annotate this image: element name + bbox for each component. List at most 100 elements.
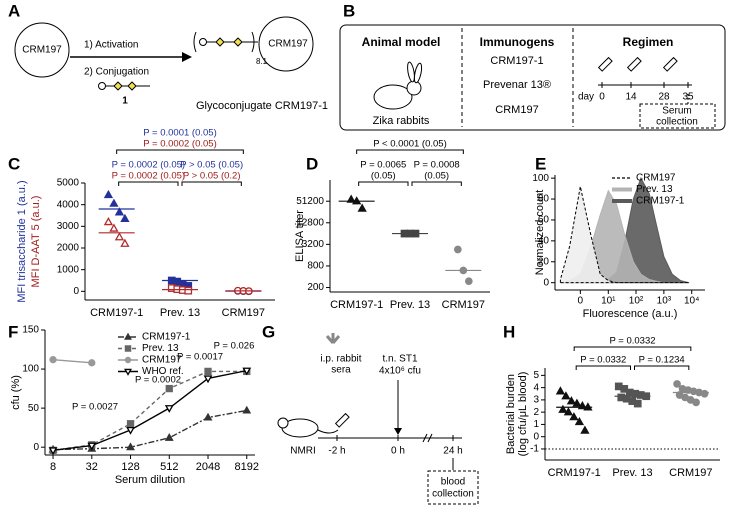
sugar — [127, 81, 137, 91]
y-axis-label: cfu (%) — [10, 375, 22, 410]
y-tick-label: 2 — [533, 407, 539, 418]
p-value: (0.05) — [424, 171, 449, 182]
series-line — [52, 358, 92, 364]
panel-label: A — [8, 1, 20, 20]
x-tick-label: 0 — [578, 296, 584, 307]
y-tick-label: 80 — [538, 194, 550, 205]
header: Animal model — [362, 35, 441, 49]
glycan-glyph — [193, 31, 258, 53]
sugar — [199, 38, 207, 46]
marker — [120, 238, 130, 247]
y-axis-label: MFI D-AAT 5 (a.u.) — [30, 196, 42, 288]
marker — [700, 389, 709, 398]
frame — [339, 24, 726, 131]
y-tick-label: 4 — [533, 382, 539, 393]
strain: NMRI — [290, 446, 316, 457]
day-label: day — [578, 92, 594, 103]
y-tick-label: 100 — [22, 364, 39, 375]
day: 35 — [682, 92, 694, 103]
x-tick-label: 10³ — [657, 296, 672, 307]
marker — [126, 426, 135, 435]
p-value: P = 0.0332 — [609, 336, 655, 347]
marker — [242, 405, 252, 414]
panel-label: H — [503, 322, 515, 341]
annotation: P = 0.026 — [214, 341, 255, 352]
caption: Glycoconjugate CRM197-1 — [196, 100, 328, 112]
series-line — [52, 370, 247, 452]
p-value: P = 0.0002 (0.05) — [143, 139, 217, 150]
y-axis-label: Bacterial burden — [505, 374, 517, 454]
marker — [453, 245, 462, 254]
marker — [124, 368, 132, 376]
y-tick-label: 0 — [33, 442, 39, 453]
y-tick-label: 4000 — [57, 199, 80, 210]
ear — [407, 61, 415, 83]
immunogen: CRM197-1 — [490, 55, 543, 67]
legend-label: Prev. 13 — [142, 343, 179, 354]
y-tick-label: 0 — [533, 431, 539, 442]
y-tick-label: 100 — [532, 173, 549, 184]
compound-number: 1 — [122, 96, 128, 107]
marker — [203, 375, 213, 384]
treatment: i.p. rabbit — [320, 354, 361, 365]
antibody-icon — [325, 333, 341, 344]
marker — [49, 356, 57, 364]
panel-label: B — [343, 1, 355, 20]
y-tick-label: 1000 — [57, 264, 80, 275]
p-value: P = 0.0065 — [360, 160, 406, 171]
legend-label: CRM197 — [636, 173, 676, 184]
marker — [165, 384, 173, 393]
marker — [124, 356, 132, 364]
x-tick-label: CRM197-1 — [90, 307, 143, 319]
syringe — [334, 412, 350, 428]
x-tick-label: 8 — [50, 461, 56, 473]
x-tick-label: 10⁴ — [684, 296, 699, 307]
ear — [413, 62, 423, 84]
mouse-icon — [277, 417, 339, 438]
y-tick-label: -1 — [530, 444, 539, 455]
time: 24 h — [443, 446, 462, 457]
marker — [126, 420, 135, 428]
marker — [561, 391, 571, 400]
header: Immunogens — [480, 35, 555, 49]
y-axis-label: MFI trisaccharide 1 (a.u.) — [16, 180, 28, 302]
x-axis-label: Serum dilution — [115, 474, 185, 486]
marker — [184, 286, 193, 295]
marker — [569, 412, 579, 421]
sugar — [113, 81, 123, 91]
marker — [204, 367, 212, 376]
marker — [88, 359, 96, 367]
day: 0 — [599, 92, 605, 103]
compound-glyph — [98, 81, 150, 91]
y-tick-label: 20 — [538, 256, 550, 267]
histogram — [559, 186, 690, 284]
bracket — [358, 181, 409, 186]
x-tick-label: 32 — [86, 461, 98, 473]
collection: collection — [432, 489, 474, 500]
y-tick-label: 5 — [533, 370, 539, 381]
bracket — [356, 149, 464, 154]
legend-label: Prev. 13 — [636, 184, 673, 195]
marker — [120, 213, 130, 222]
p-value: P > 0.05 (0.05) — [180, 160, 243, 171]
legend-label: CRM197-1 — [636, 196, 685, 207]
y-axis-label: (log cfu/μL blood) — [517, 372, 529, 457]
arrow-head — [182, 52, 192, 62]
y-tick-label: 0 — [73, 286, 79, 297]
carrier-label: CRM197 — [268, 39, 308, 50]
y-axis-label: Normalized count — [534, 190, 546, 276]
animal: Zika rabbits — [373, 115, 430, 127]
p-value: P = 0.0008 — [414, 160, 460, 171]
marker — [164, 433, 174, 441]
y-tick-label: 3 — [533, 395, 539, 406]
x-tick-label: 10² — [629, 296, 644, 307]
tail — [317, 429, 339, 434]
p-value: P = 0.0002 (0.05) — [112, 160, 186, 171]
p-value: P = 0.0332 — [580, 355, 626, 366]
y-tick-label: 3000 — [57, 221, 80, 232]
bracket — [575, 365, 631, 370]
y-tick-label: 50 — [28, 403, 40, 414]
x-tick-label: 2048 — [196, 461, 220, 473]
marker — [242, 367, 252, 376]
